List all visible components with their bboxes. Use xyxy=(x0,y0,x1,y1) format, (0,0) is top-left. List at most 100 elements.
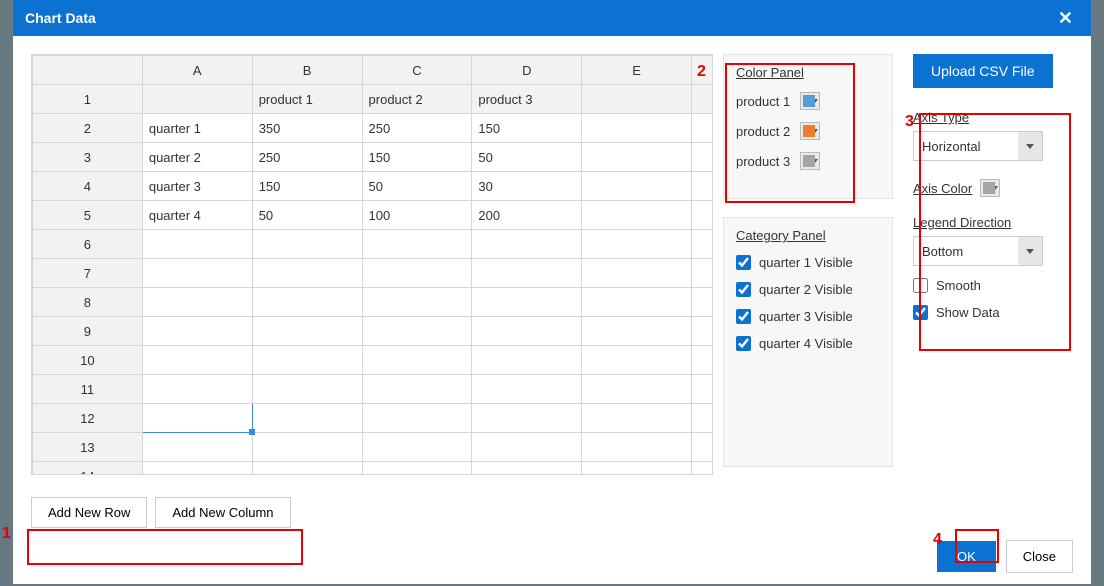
cell[interactable] xyxy=(692,346,713,375)
cell[interactable] xyxy=(252,230,362,259)
cell[interactable] xyxy=(582,433,692,462)
row-header[interactable]: 13 xyxy=(33,433,143,462)
cell[interactable] xyxy=(472,317,582,346)
cell[interactable] xyxy=(582,172,692,201)
cell[interactable] xyxy=(692,259,713,288)
cell[interactable]: 100 xyxy=(362,201,472,230)
upload-csv-button[interactable]: Upload CSV File xyxy=(913,54,1053,88)
row-header[interactable]: 4 xyxy=(33,172,143,201)
cell[interactable]: 200 xyxy=(472,201,582,230)
cell[interactable]: 30 xyxy=(472,172,582,201)
axis-type-select[interactable]: Horizontal xyxy=(913,131,1043,161)
color-picker[interactable] xyxy=(800,122,820,140)
cell[interactable] xyxy=(142,317,252,346)
color-picker[interactable] xyxy=(800,152,820,170)
row-header[interactable]: 10 xyxy=(33,346,143,375)
cell[interactable] xyxy=(252,346,362,375)
cell[interactable]: 150 xyxy=(252,172,362,201)
cell[interactable] xyxy=(252,259,362,288)
cell[interactable] xyxy=(582,230,692,259)
category-visible-checkbox[interactable] xyxy=(736,282,751,297)
cell[interactable] xyxy=(142,230,252,259)
color-picker[interactable] xyxy=(800,92,820,110)
cell[interactable] xyxy=(362,375,472,404)
cell[interactable] xyxy=(252,288,362,317)
cell[interactable] xyxy=(582,201,692,230)
column-header[interactable]: D xyxy=(472,56,582,85)
cell[interactable] xyxy=(362,462,472,476)
cell[interactable] xyxy=(472,346,582,375)
row-header[interactable]: 7 xyxy=(33,259,143,288)
row-header[interactable]: 3 xyxy=(33,143,143,172)
cell[interactable] xyxy=(692,85,713,114)
cell[interactable] xyxy=(472,462,582,476)
cell[interactable] xyxy=(582,143,692,172)
cell[interactable] xyxy=(582,375,692,404)
cell[interactable]: 150 xyxy=(472,114,582,143)
cell[interactable] xyxy=(582,317,692,346)
cell[interactable] xyxy=(472,404,582,433)
cell[interactable]: 50 xyxy=(472,143,582,172)
cell[interactable] xyxy=(362,230,472,259)
category-visible-checkbox[interactable] xyxy=(736,336,751,351)
cell[interactable] xyxy=(472,259,582,288)
category-visible-checkbox[interactable] xyxy=(736,309,751,324)
cell[interactable] xyxy=(142,85,252,114)
cell[interactable]: 350 xyxy=(252,114,362,143)
cell[interactable] xyxy=(142,462,252,476)
cell[interactable] xyxy=(582,114,692,143)
axis-color-picker[interactable] xyxy=(980,179,1000,197)
cell[interactable] xyxy=(252,375,362,404)
add-row-button[interactable]: Add New Row xyxy=(31,497,147,528)
cell[interactable] xyxy=(582,346,692,375)
cell[interactable] xyxy=(252,433,362,462)
close-icon[interactable]: ✕ xyxy=(1052,8,1079,29)
cell[interactable] xyxy=(362,433,472,462)
category-visible-checkbox[interactable] xyxy=(736,255,751,270)
column-header[interactable]: F xyxy=(692,56,713,85)
cell[interactable] xyxy=(692,375,713,404)
column-header[interactable]: C xyxy=(362,56,472,85)
row-header[interactable]: 1 xyxy=(33,85,143,114)
cell[interactable] xyxy=(142,375,252,404)
cell[interactable] xyxy=(692,433,713,462)
cell[interactable]: quarter 4 xyxy=(142,201,252,230)
cell[interactable] xyxy=(582,85,692,114)
cell[interactable] xyxy=(362,346,472,375)
row-header[interactable]: 9 xyxy=(33,317,143,346)
cell[interactable] xyxy=(362,288,472,317)
cell[interactable] xyxy=(472,433,582,462)
cell[interactable] xyxy=(362,317,472,346)
cell[interactable] xyxy=(692,230,713,259)
cell[interactable] xyxy=(362,404,472,433)
cell[interactable]: 150 xyxy=(362,143,472,172)
row-header[interactable]: 14 xyxy=(33,462,143,476)
row-header[interactable]: 6 xyxy=(33,230,143,259)
cell[interactable]: 250 xyxy=(362,114,472,143)
cell[interactable] xyxy=(692,114,713,143)
column-header[interactable]: B xyxy=(252,56,362,85)
cell[interactable] xyxy=(142,259,252,288)
cell[interactable]: product 1 xyxy=(252,85,362,114)
cell[interactable] xyxy=(692,317,713,346)
cell[interactable] xyxy=(692,462,713,476)
cell[interactable] xyxy=(252,317,362,346)
cell[interactable]: quarter 3 xyxy=(142,172,252,201)
ok-button[interactable]: OK xyxy=(937,541,996,572)
showdata-checkbox[interactable] xyxy=(913,305,928,320)
cell[interactable] xyxy=(472,288,582,317)
cell[interactable] xyxy=(142,404,252,433)
cell[interactable] xyxy=(362,259,472,288)
cell[interactable] xyxy=(252,462,362,476)
row-header[interactable]: 5 xyxy=(33,201,143,230)
cell[interactable]: 50 xyxy=(362,172,472,201)
cell[interactable] xyxy=(142,288,252,317)
cell[interactable] xyxy=(692,201,713,230)
close-button[interactable]: Close xyxy=(1006,540,1073,573)
cell[interactable]: product 2 xyxy=(362,85,472,114)
cell[interactable] xyxy=(582,404,692,433)
column-header[interactable]: E xyxy=(582,56,692,85)
column-header[interactable]: A xyxy=(142,56,252,85)
cell[interactable] xyxy=(582,462,692,476)
cell[interactable]: 50 xyxy=(252,201,362,230)
